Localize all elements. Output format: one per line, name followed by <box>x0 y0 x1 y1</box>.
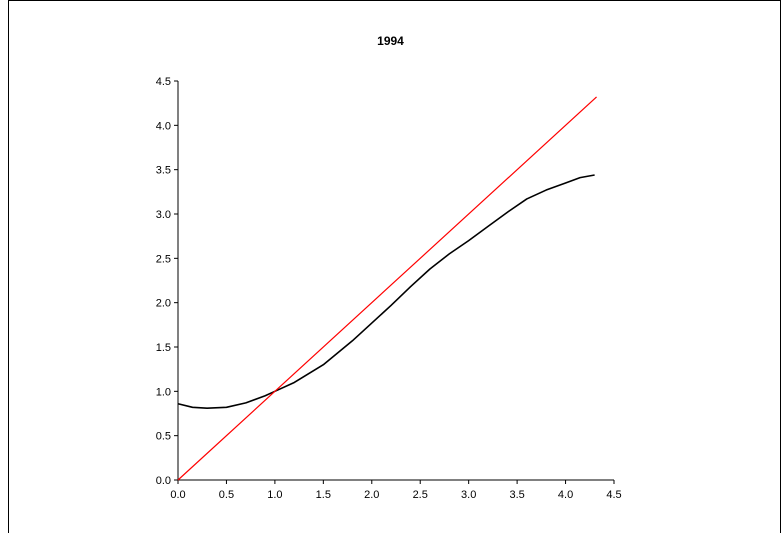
x-tick-label: 4.0 <box>558 489 573 501</box>
x-tick-label: 3.0 <box>461 489 476 501</box>
x-tick-label: 1.5 <box>316 489 331 501</box>
y-tick-label: 4.0 <box>156 120 171 132</box>
y-tick-label: 1.5 <box>156 342 171 354</box>
series-line-black <box>177 174 595 409</box>
x-tick-label: 1.0 <box>267 489 282 501</box>
y-tick-label: 4.5 <box>156 76 171 88</box>
x-tick-label: 2.5 <box>413 489 428 501</box>
x-tick-label: 3.5 <box>509 489 524 501</box>
chart-title: 1994 <box>377 34 404 48</box>
y-tick-label: 0.5 <box>156 431 171 443</box>
x-tick-label: 0.0 <box>170 489 185 501</box>
x-tick-label: 2.0 <box>364 489 379 501</box>
y-tick-label: 1.0 <box>156 386 171 398</box>
axes <box>177 81 614 481</box>
x-tick-label: 0.5 <box>219 489 234 501</box>
series-line-red <box>177 96 597 481</box>
y-tick-label: 2.5 <box>156 253 171 265</box>
y-tick-label: 0.0 <box>156 475 171 487</box>
x-tick-label: 4.5 <box>606 489 621 501</box>
y-tick-label: 3.5 <box>156 165 171 177</box>
series <box>177 96 597 481</box>
y-tick-label: 2.0 <box>156 298 171 310</box>
y-tick-label: 3.0 <box>156 209 171 221</box>
ticks: 0.0 0.5 1.0 1.5 2.0 2.5 3.0 3.5 4.0 4.5 0.0 0.5 1.0 1… <box>156 76 622 501</box>
